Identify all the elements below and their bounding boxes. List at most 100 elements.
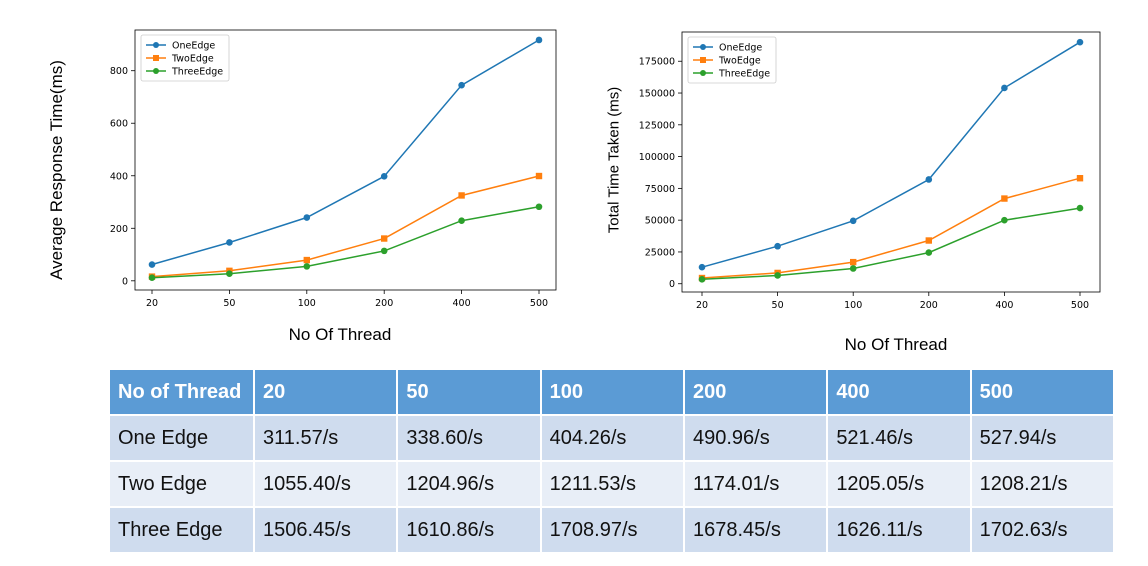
- table-cell: 1708.97/s: [540, 507, 685, 554]
- y-tick-label: 400: [110, 171, 128, 182]
- series-line-threeedge: [701, 207, 1081, 281]
- legend-marker-twoedge: [700, 57, 706, 63]
- table-cell: 527.94/s: [970, 415, 1116, 462]
- y-tick-label: 175000: [639, 57, 675, 68]
- y-tick-label: 125000: [639, 120, 675, 131]
- x-tick-label: 200: [375, 298, 393, 309]
- table-header-cell: 200: [683, 370, 829, 416]
- series-line-threeedge: [151, 205, 540, 279]
- table-cell: 1208.21/s: [970, 461, 1116, 508]
- table-row: One Edge 311.57/s 338.60/s 404.26/s 490.…: [110, 415, 1116, 462]
- table-cell: 338.60/s: [397, 415, 542, 462]
- table-header-cell: 400: [827, 370, 972, 416]
- table-row: Three Edge 1506.45/s 1610.86/s 1708.97/s…: [110, 507, 1116, 554]
- chart1-x-axis-label: No Of Thread: [288, 325, 392, 344]
- y-tick-label: 0: [669, 279, 675, 290]
- data-point-threeedge: [148, 274, 156, 281]
- series-line-twoedge: [151, 175, 540, 278]
- chart2-y-axis-label: Total Time Taken (ms): [605, 86, 623, 234]
- data-point-oneedge: [303, 214, 311, 221]
- legend-marker-oneedge: [153, 42, 159, 48]
- x-tick-label: 200: [920, 300, 938, 311]
- x-tick-label: 500: [530, 298, 548, 309]
- x-tick-label: 20: [146, 298, 158, 309]
- table-header-cell: No of Thread: [110, 370, 255, 416]
- legend-box: [687, 36, 777, 84]
- x-tick-label: 20: [696, 300, 708, 311]
- data-point-twoedge: [1076, 175, 1084, 182]
- y-tick-label: 800: [110, 66, 128, 77]
- legend-marker-threeedge: [700, 70, 706, 76]
- x-tick-label: 50: [223, 298, 235, 309]
- y-tick-label: 200: [110, 224, 128, 235]
- data-point-twoedge: [925, 237, 932, 244]
- y-tick-label: 75000: [645, 184, 675, 195]
- table-cell: 1506.45/s: [254, 507, 399, 554]
- data-point-oneedge: [1076, 38, 1084, 46]
- table-header-cell: 50: [397, 370, 542, 416]
- legend-label-threeedge: ThreeEdge: [718, 69, 770, 80]
- table-cell: 1610.86/s: [397, 507, 542, 554]
- data-point-oneedge: [458, 81, 465, 89]
- x-tick-label: 50: [772, 300, 784, 311]
- data-point-twoedge: [303, 256, 310, 264]
- data-point-oneedge: [535, 36, 543, 44]
- data-point-twoedge: [850, 258, 857, 266]
- legend-marker-oneedge: [700, 44, 706, 50]
- data-point-oneedge: [226, 239, 233, 246]
- series-line-oneedge: [151, 39, 540, 266]
- plot-frame: [134, 29, 557, 291]
- data-point-oneedge: [698, 263, 706, 271]
- legend-label-twoedge: TwoEdge: [718, 56, 761, 67]
- table-cell: 521.46/s: [827, 415, 972, 462]
- table-header-cell: 20: [254, 370, 399, 416]
- table-cell: 1205.05/s: [827, 461, 972, 508]
- data-point-threeedge: [380, 247, 388, 255]
- throughput-table: No of Thread 20 50 100 200 400 500 One E…: [110, 370, 1116, 554]
- data-point-twoedge: [535, 172, 543, 180]
- table-row: Two Edge 1055.40/s 1204.96/s 1211.53/s 1…: [110, 461, 1116, 508]
- data-point-oneedge: [1001, 84, 1008, 92]
- legend-label-threeedge: ThreeEdge: [171, 67, 223, 78]
- table-cell: 1702.63/s: [970, 507, 1116, 554]
- x-tick-label: 100: [844, 300, 862, 311]
- table-header-row: No of Thread 20 50 100 200 400 500: [110, 370, 1116, 416]
- data-point-threeedge: [698, 275, 706, 283]
- chart1-y-axis-label: Average Response Time(ms): [47, 60, 66, 280]
- y-tick-label: 100000: [639, 152, 675, 163]
- legend-marker-twoedge: [153, 55, 159, 61]
- table-cell: Two Edge: [110, 461, 255, 508]
- table-cell: 1678.45/s: [683, 507, 829, 554]
- table-cell: 1211.53/s: [540, 461, 685, 508]
- data-point-threeedge: [303, 263, 311, 270]
- table-cell: 490.96/s: [683, 415, 829, 462]
- table-cell: 1626.11/s: [827, 507, 972, 554]
- table-cell: One Edge: [110, 415, 255, 462]
- data-point-threeedge: [849, 265, 857, 272]
- legend-label-twoedge: TwoEdge: [171, 54, 214, 65]
- legend-label-oneedge: OneEdge: [719, 43, 762, 54]
- data-point-twoedge: [458, 192, 465, 199]
- plot-frame: [681, 31, 1101, 293]
- total-time-chart: 0 25000 50000 75000 100000 125000 150000 175000…: [639, 31, 1101, 311]
- x-tick-label: 400: [995, 300, 1013, 311]
- table-header-cell: 500: [970, 370, 1116, 416]
- data-point-twoedge: [381, 235, 388, 242]
- y-tick-label: 0: [122, 276, 128, 287]
- data-point-oneedge: [925, 176, 933, 183]
- table-cell: Three Edge: [110, 507, 255, 554]
- data-point-threeedge: [1001, 216, 1008, 224]
- legend-label-oneedge: OneEdge: [172, 41, 215, 52]
- data-point-oneedge: [849, 217, 857, 225]
- x-tick-label: 400: [453, 298, 471, 309]
- response-time-chart: 0 200 400 600 800 20 50 100 200 400 500 OneEdge TwoE…: [110, 29, 557, 309]
- data-point-oneedge: [774, 242, 781, 250]
- data-point-threeedge: [458, 217, 465, 224]
- table-cell: 1204.96/s: [397, 461, 542, 508]
- series-line-twoedge: [701, 177, 1081, 279]
- data-point-threeedge: [774, 272, 781, 279]
- chart2-x-axis-label: No Of Thread: [844, 335, 948, 354]
- data-point-threeedge: [535, 203, 543, 211]
- data-point-oneedge: [380, 172, 388, 180]
- x-tick-label: 100: [298, 298, 316, 309]
